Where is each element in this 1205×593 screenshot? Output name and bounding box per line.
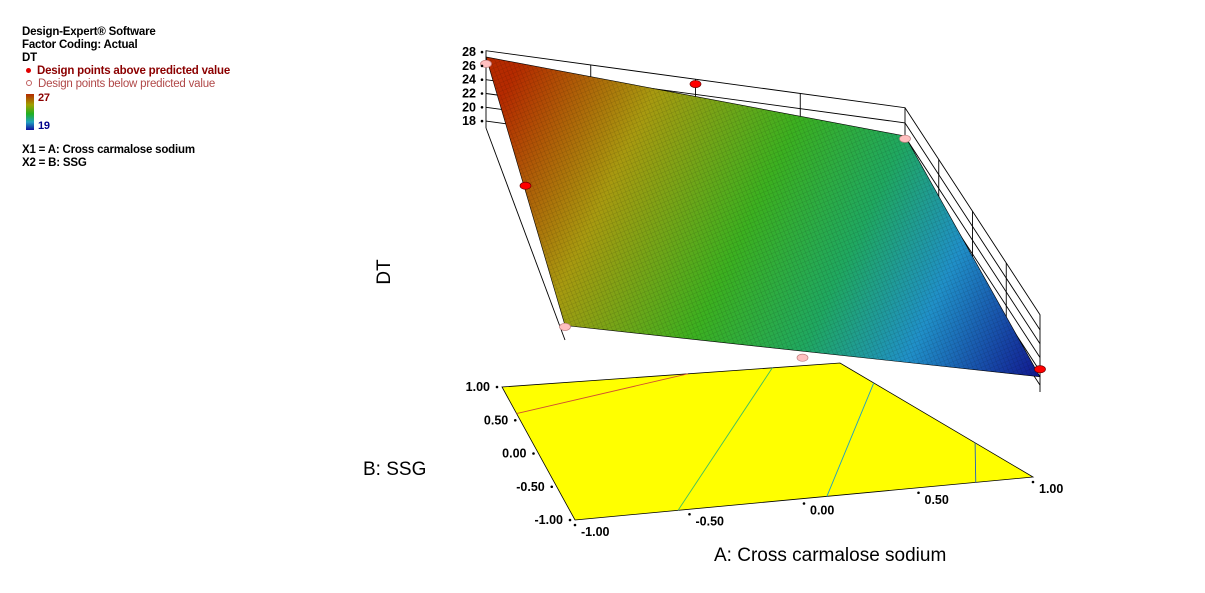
x-tick-label: 0.50	[925, 493, 949, 507]
x-axis-label: A: Cross carmalose sodium	[714, 545, 946, 566]
left-base-edge	[485, 127, 566, 341]
software-label: Design-Expert® Software	[22, 26, 156, 38]
x1-definition: X1 = A: Cross carmalose sodium	[22, 144, 195, 156]
colorbar: 27 19	[22, 92, 230, 132]
x-tick-label: 1.00	[1039, 482, 1063, 496]
x-tick-label: -1.00	[581, 525, 610, 539]
x-tick-label: 0.00	[810, 504, 834, 518]
x2-definition: X2 = B: SSG	[22, 157, 87, 169]
legend-below: Design points below predicted value	[22, 78, 230, 91]
z-tick-label: 28	[462, 45, 476, 59]
z-tick-mark	[480, 50, 484, 54]
z-tick-label: 18	[462, 114, 476, 128]
legend-above: Design points above predicted value	[22, 65, 230, 78]
floor-contour	[826, 382, 875, 497]
colorbar-max: 27	[38, 92, 50, 104]
colorbar-min: 19	[38, 120, 50, 132]
legend-below-label: Design points below predicted value	[38, 78, 216, 90]
legend: Design-Expert® Software Factor Coding: A…	[22, 26, 230, 170]
x-tick-label: -0.50	[696, 514, 725, 528]
floor-plane	[501, 362, 1035, 521]
design-point-above	[689, 80, 702, 89]
z-tick-label: 24	[462, 73, 476, 87]
design-point-below	[559, 322, 571, 331]
x-tick-mark	[573, 523, 577, 527]
y-axis-label: B: SSG	[363, 459, 426, 480]
factor-coding-label: Factor Coding: Actual	[22, 39, 138, 51]
y-tick-mark	[532, 452, 535, 455]
design-point-above	[1034, 365, 1046, 374]
pink-dot-icon	[26, 80, 32, 87]
floor-quad	[501, 362, 1035, 521]
y-tick-mark	[568, 518, 572, 522]
z-tick-mark	[480, 119, 484, 123]
x-tick-mark	[1031, 480, 1035, 484]
design-point-below	[796, 353, 809, 362]
z-tick-mark	[480, 106, 484, 109]
y-tick-label: -1.00	[535, 513, 564, 527]
y-tick-mark	[550, 485, 554, 489]
y-tick-label: 0.00	[502, 447, 526, 461]
y-tick-label: 0.50	[484, 413, 508, 427]
z-tick-mark	[480, 64, 484, 68]
z-tick-label: 22	[462, 87, 476, 101]
red-dot-icon	[26, 67, 31, 73]
floor-contour	[677, 367, 773, 511]
x-tick-mark	[688, 512, 691, 516]
y-tick-mark	[513, 418, 517, 422]
y-tick-label: -0.50	[516, 480, 545, 494]
y-tick-mark	[495, 385, 499, 389]
z-axis-label: DT	[374, 259, 395, 285]
response-label: DT	[22, 52, 37, 64]
x-tick-mark	[802, 502, 806, 505]
floor-contour	[974, 442, 977, 483]
z-tick-label: 26	[462, 59, 476, 73]
z-tick-label: 20	[462, 100, 476, 114]
design-point-below	[899, 134, 911, 143]
design-point-above	[519, 181, 532, 190]
z-tick-mark	[480, 92, 484, 95]
legend-above-label: Design points above predicted value	[37, 65, 231, 77]
y-tick-label: 1.00	[466, 380, 490, 394]
z-tick-mark	[480, 78, 484, 81]
colorbar-gradient	[26, 94, 34, 130]
x-tick-mark	[917, 491, 920, 495]
floor-contour	[516, 373, 689, 415]
